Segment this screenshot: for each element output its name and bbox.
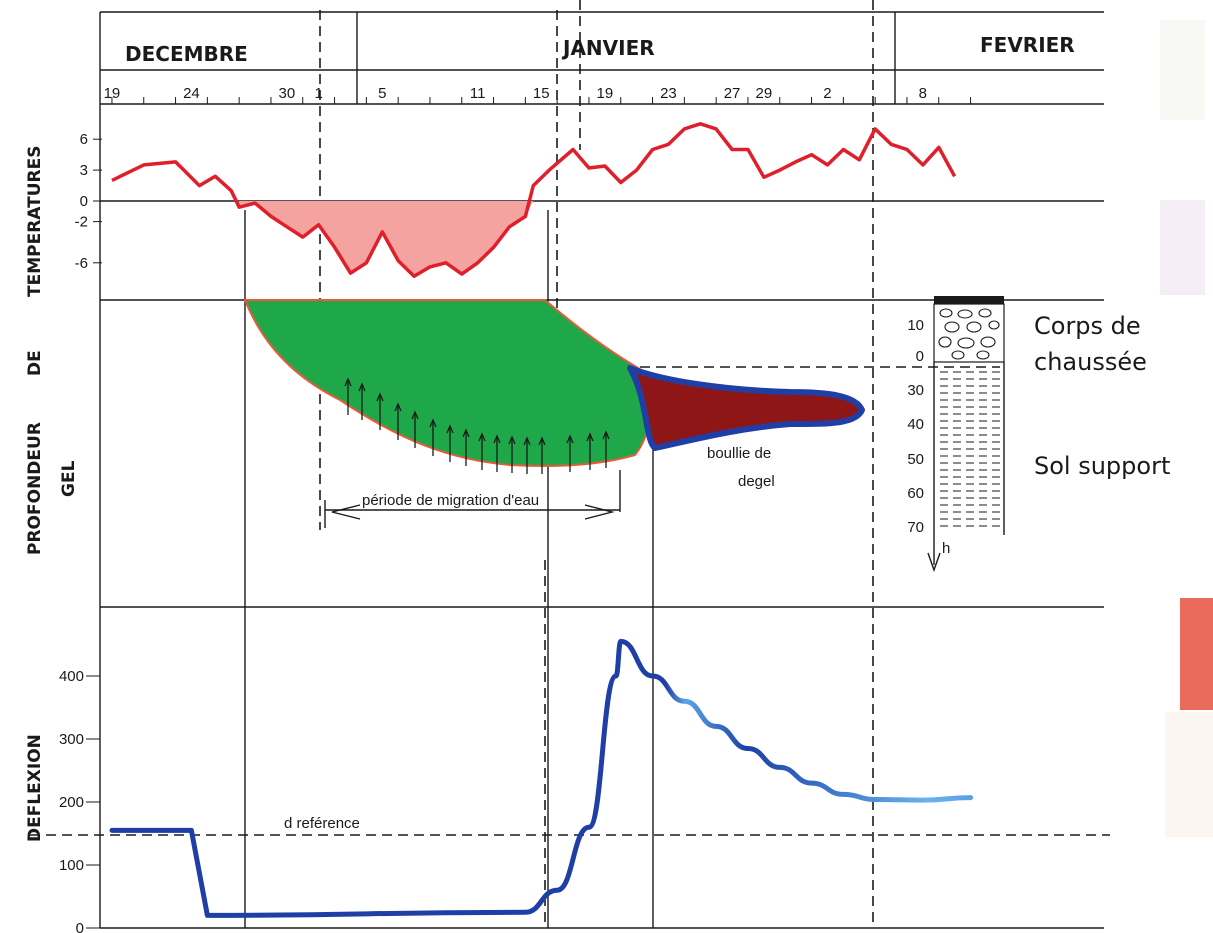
soil-column (927, 296, 1005, 573)
temperatures-axis-label: TEMPERATURES (25, 146, 45, 297)
temperature-ticks: 6 3 0 -2 -6 (75, 131, 102, 272)
temperature-tick-label: -6 (75, 255, 88, 272)
soil-depth-tick: 60 (907, 485, 924, 502)
day-tick-label: 2 (823, 85, 831, 102)
temperature-tick-label: -2 (75, 214, 88, 231)
soil-depth-tick: 30 (907, 382, 924, 399)
temperature-tick-label: 0 (80, 193, 88, 210)
day-tick-label: 11 (470, 85, 486, 102)
deflexion-axis-label: DEFLEXION (25, 734, 45, 842)
deflection-tick-label: 300 (59, 731, 84, 748)
day-tick-label: 27 (724, 85, 741, 102)
edge-swatch-cream (1165, 712, 1213, 837)
day-tick-label: 19 (104, 85, 121, 102)
day-tick-label: 1 (314, 85, 322, 102)
migration-arrow-head (376, 392, 384, 402)
de-axis-label: DE (25, 350, 45, 376)
subgrade-layer-label: Sol support (1034, 452, 1170, 480)
thaw-mud-label-line2: degel (738, 473, 775, 490)
temperature-series-line (111, 122, 957, 278)
thaw-mud-zone (627, 365, 865, 451)
soil-depth-axis-label: h (942, 540, 950, 557)
migration-arrow-head (602, 430, 610, 440)
migration-arrow-head (462, 428, 470, 438)
month-label-fevrier: FEVRIER (980, 33, 1075, 57)
water-migration-arrows (344, 377, 610, 474)
profondeur-axis-label: PROFONDEUR (25, 422, 45, 555)
dashed-guides (30, 0, 1110, 928)
migration-arrow-head (429, 418, 437, 428)
day-tick-label: 30 (279, 85, 296, 102)
deflection-ticks: 400 300 200 100 0 (59, 668, 100, 933)
migration-arrow-head (394, 402, 402, 412)
day-tick-label: 8 (919, 85, 927, 102)
soil-depth-ticks: 10 0 30 40 50 60 70 (907, 317, 924, 536)
day-tick-label: 29 (756, 85, 773, 102)
migration-arrow-head (586, 432, 594, 442)
soil-depth-tick: 10 (907, 317, 924, 334)
day-tick-label: 23 (660, 85, 677, 102)
day-tick-label: 15 (533, 85, 550, 102)
deflection-tick-label: 100 (59, 857, 84, 874)
migration-period-bracket (324, 470, 621, 528)
edge-swatch-light (1160, 20, 1205, 120)
migration-arrow-head (508, 435, 516, 445)
temperature-tick-label: 6 (80, 131, 88, 148)
migration-arrow-head (446, 424, 454, 434)
migration-arrow-head (411, 410, 419, 420)
deflection-series-line (109, 638, 974, 918)
deflection-tick-label: 200 (59, 794, 84, 811)
soil-depth-tick: 40 (907, 416, 924, 433)
frost-depth-zone (243, 299, 651, 468)
migration-arrow-head (523, 436, 531, 446)
reference-deflection-label: d reférence (284, 815, 360, 832)
day-tick-label: 5 (378, 85, 386, 102)
soil-depth-tick: 50 (907, 451, 924, 468)
migration-arrow-head (493, 434, 501, 444)
migration-arrow-head (478, 432, 486, 442)
month-label-decembre: DECEMBRE (125, 42, 248, 66)
edge-swatch-lilac (1160, 200, 1205, 295)
pavement-layer-label: Corps de chaussée (1034, 312, 1148, 376)
day-tick-row: 19 24 30 1 5 11 15 19 23 27 29 2 8 (104, 85, 972, 104)
soil-depth-tick: 70 (907, 519, 924, 536)
soil-depth-tick: 0 (916, 348, 924, 365)
edge-swatch-red (1180, 598, 1213, 710)
migration-arrow-head (538, 436, 546, 446)
thaw-mud-label-line1: boullie de (707, 445, 771, 462)
gel-axis-label: GEL (59, 460, 79, 497)
pavement-layer-label-line2: chaussée (1034, 348, 1147, 376)
frame-lines (99, 11, 1104, 929)
migration-period-label: période de migration d'eau (362, 492, 539, 509)
temperature-tick-label: 3 (80, 162, 88, 179)
month-label-janvier: JANVIER (561, 36, 655, 60)
day-tick-label: 24 (183, 85, 200, 102)
pavement-layer-label-line1: Corps de (1034, 312, 1141, 340)
migration-arrow-head (566, 434, 574, 444)
deflection-tick-label: 0 (76, 920, 84, 933)
migration-arrow-head (344, 377, 352, 387)
deflection-tick-label: 400 (59, 668, 84, 685)
day-tick-label: 19 (597, 85, 614, 102)
migration-arrow-head (358, 382, 366, 392)
